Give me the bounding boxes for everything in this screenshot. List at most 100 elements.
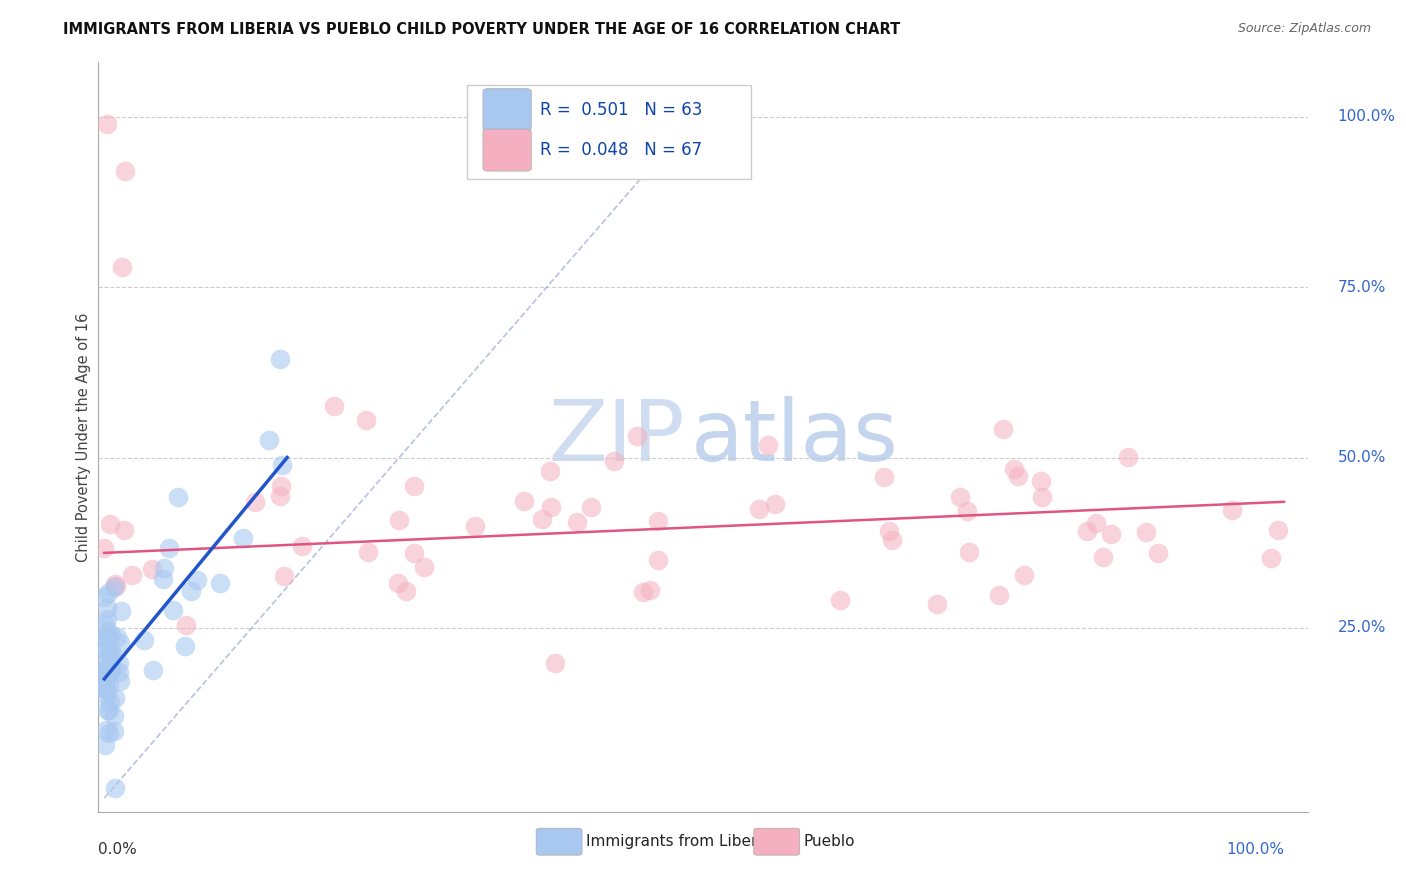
- Point: [132, 632, 155, 647]
- Point: [633, 585, 655, 599]
- Point: [464, 518, 486, 533]
- Point: [94, 738, 117, 752]
- Point: [104, 577, 127, 591]
- Point: [108, 665, 131, 679]
- Point: [98, 676, 121, 690]
- Point: [988, 588, 1011, 602]
- Point: [104, 780, 127, 795]
- Point: [1135, 525, 1157, 540]
- Point: [1260, 550, 1282, 565]
- Point: [957, 545, 980, 559]
- Point: [271, 458, 294, 473]
- Point: [756, 438, 779, 452]
- Point: [269, 489, 291, 503]
- Point: [94, 673, 117, 687]
- Point: [1116, 450, 1139, 465]
- Point: [93, 677, 115, 691]
- Point: [1076, 524, 1098, 539]
- Y-axis label: Child Poverty Under the Age of 16: Child Poverty Under the Age of 16: [76, 312, 91, 562]
- Point: [104, 691, 127, 706]
- Point: [94, 644, 117, 658]
- Point: [103, 724, 125, 739]
- Text: R =  0.501   N = 63: R = 0.501 N = 63: [540, 101, 702, 119]
- Text: ZIP: ZIP: [548, 395, 685, 479]
- Point: [180, 583, 202, 598]
- Point: [993, 422, 1015, 436]
- Point: [763, 497, 786, 511]
- Point: [956, 504, 979, 518]
- Point: [603, 454, 626, 468]
- Text: 25.0%: 25.0%: [1339, 620, 1386, 635]
- Point: [273, 568, 295, 582]
- Text: 0.0%: 0.0%: [98, 842, 138, 856]
- Point: [354, 413, 377, 427]
- Point: [540, 500, 562, 514]
- Text: 100.0%: 100.0%: [1339, 110, 1396, 124]
- Point: [96, 601, 118, 615]
- Point: [873, 470, 896, 484]
- Point: [94, 681, 117, 695]
- Point: [108, 636, 131, 650]
- Point: [142, 663, 165, 677]
- FancyBboxPatch shape: [754, 828, 800, 855]
- Point: [402, 546, 425, 560]
- Point: [1012, 568, 1035, 582]
- Point: [173, 640, 195, 654]
- Point: [925, 597, 948, 611]
- Point: [94, 663, 117, 677]
- Text: Immigrants from Liberia: Immigrants from Liberia: [586, 834, 770, 849]
- Point: [291, 539, 314, 553]
- Point: [638, 582, 661, 597]
- Point: [1007, 469, 1029, 483]
- Point: [388, 513, 411, 527]
- Point: [96, 643, 118, 657]
- Point: [96, 683, 118, 698]
- Point: [93, 541, 115, 555]
- Point: [531, 512, 554, 526]
- Point: [402, 479, 425, 493]
- Point: [513, 494, 536, 508]
- Point: [186, 574, 208, 588]
- Point: [97, 624, 120, 638]
- Point: [97, 668, 120, 682]
- Point: [121, 568, 143, 582]
- Point: [112, 523, 135, 537]
- Point: [110, 604, 132, 618]
- Point: [103, 580, 125, 594]
- Point: [543, 656, 565, 670]
- Point: [96, 631, 118, 645]
- Point: [100, 627, 122, 641]
- Point: [162, 603, 184, 617]
- Point: [581, 500, 603, 514]
- Point: [269, 352, 291, 367]
- Point: [105, 630, 128, 644]
- Point: [748, 502, 770, 516]
- Text: atlas: atlas: [690, 395, 898, 479]
- Point: [828, 592, 851, 607]
- Point: [949, 491, 972, 505]
- Point: [98, 695, 121, 709]
- Point: [101, 647, 124, 661]
- Point: [97, 586, 120, 600]
- Text: IMMIGRANTS FROM LIBERIA VS PUEBLO CHILD POVERTY UNDER THE AGE OF 16 CORRELATION : IMMIGRANTS FROM LIBERIA VS PUEBLO CHILD …: [63, 22, 900, 37]
- Point: [110, 260, 132, 274]
- Point: [1031, 475, 1053, 489]
- Point: [105, 579, 128, 593]
- FancyBboxPatch shape: [536, 828, 582, 855]
- Point: [1031, 491, 1053, 505]
- FancyBboxPatch shape: [467, 85, 751, 178]
- Point: [1267, 523, 1289, 537]
- Point: [108, 673, 131, 688]
- Point: [96, 612, 118, 626]
- Point: [1092, 549, 1115, 564]
- Point: [94, 689, 117, 703]
- Point: [1085, 516, 1108, 530]
- Point: [96, 655, 118, 669]
- Point: [647, 553, 669, 567]
- Point: [877, 524, 900, 538]
- Point: [100, 648, 122, 662]
- Point: [270, 479, 292, 493]
- Point: [94, 681, 117, 696]
- Point: [96, 631, 118, 645]
- Point: [94, 723, 117, 738]
